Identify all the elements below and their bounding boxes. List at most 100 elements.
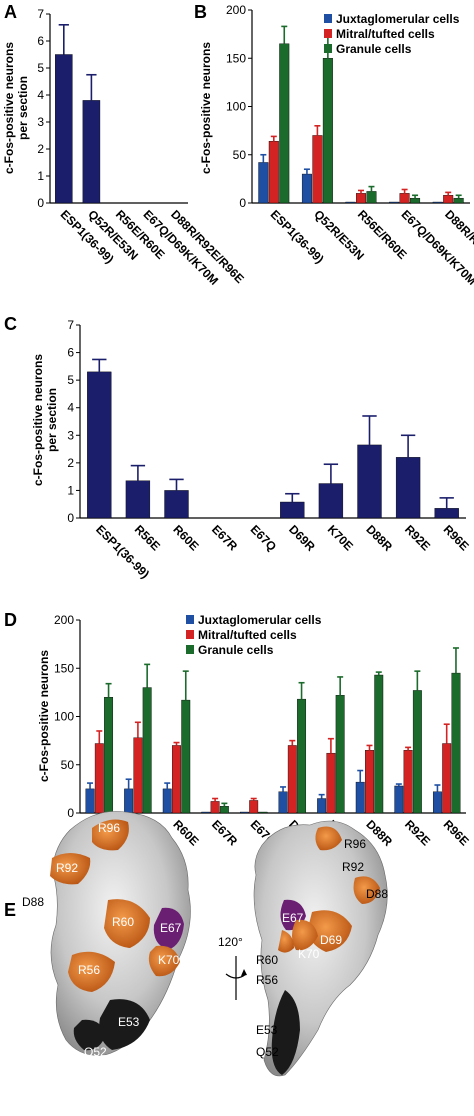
patch-left-r92 [50,853,91,885]
panel-label-e: E [4,900,16,920]
panel-c-y-tick-label: 0 [67,511,74,525]
label-right-r56: R56 [256,973,278,987]
panel-d-legend-swatch [186,645,194,654]
panel-b-y-tick-label: 200 [226,3,246,17]
panel-c-chart: C 0 1 2 3 4 5 6 7 c-Fos-positive neuronsper secti… [4,314,472,581]
panel-b-y-tick-label: 0 [239,196,246,210]
patch-right-r96 [315,826,342,851]
panel-c-bar [280,501,305,519]
panel-b-legend-label: Granule cells [336,42,412,56]
panel-c-bar [318,483,344,519]
panel-d-bar [442,743,452,814]
panel-d-bar [133,737,143,814]
panel-a-y-tick-label: 2 [37,142,44,156]
panel-d-bar [142,687,152,814]
panel-c-bar [395,457,421,519]
patch-left-k70 [148,945,180,977]
label-left-r56: R56 [78,963,100,977]
panel-e-structure: E R96 R92 D88 R60 E67 K70 R56 [4,811,388,1077]
panel-d-legend-label: Mitral/tufted cells [198,628,297,642]
label-right-q52: Q52 [256,1045,279,1059]
patch-right-d88 [353,876,380,904]
panel-a-y-axis-label-line: c-Fos-positive neurons [2,42,16,174]
panel-d-bar [278,791,288,814]
panel-d-bar [335,695,345,814]
panel-b-bar [345,201,356,204]
panel-a-y-tick-label: 7 [37,7,44,21]
patch-left-e67 [153,907,184,950]
panel-a-y-tick-label: 3 [37,115,44,129]
panel-a-bar [82,100,101,204]
panel-c-y-tick-label: 4 [67,401,74,415]
panel-d-bar [355,781,365,814]
panel-b-bar [399,193,410,204]
panel-b-bar [389,201,400,204]
panel-a-y-axis-label: c-Fos-positive neuronsper section [2,42,30,174]
panel-b-y-tick-label: 50 [233,148,247,162]
panel-d-category-label: E67R [209,817,240,848]
panel-d-y-tick-label: 0 [67,806,74,820]
panel-d-y-tick-label: 50 [61,758,75,772]
panel-b-legend-swatch [324,14,332,23]
rotation-marker: 120° [218,935,247,1000]
label-right-k70: K70 [298,947,320,961]
panel-a-y-tick-label: 0 [37,196,44,210]
panel-b-bar [279,43,290,204]
surface-right [253,820,388,1077]
label-left-r92: R92 [56,861,78,875]
label-right-e53: E53 [256,1023,278,1037]
panel-c-y-axis-label: c-Fos-positive neuronsper section [31,354,59,486]
panel-a-y-tick-label: 5 [37,61,44,75]
panel-label-c: C [4,314,17,334]
panel-b-legend-label: Juxtaglomerular cells [336,12,460,26]
panel-c-y-tick-label: 1 [67,483,74,497]
label-right-e67: E67 [282,911,304,925]
panel-d-bar [162,788,172,814]
rotation-arrowhead-icon [241,969,247,976]
panel-d-bar [326,752,336,814]
panel-d-bar [181,699,191,814]
panel-c-category-label: E67R [209,522,240,553]
patch-right-dark [271,990,300,1075]
label-right-r92: R92 [342,860,364,874]
panel-b-legend-swatch [324,44,332,53]
panel-d-bar [239,811,249,814]
panel-a-y-tick-label: 1 [37,169,44,183]
panel-b-y-tick-label: 150 [226,51,246,65]
panel-c-bar [434,508,459,519]
label-right-r60: R60 [256,953,278,967]
panel-d-bar [403,750,413,814]
panel-d-legend-swatch [186,630,194,639]
panel-d-legend-swatch [186,615,194,624]
panel-d-bar [394,785,404,814]
panel-d-category-label: R96E [441,817,472,848]
panel-c-bar [164,490,189,519]
label-left-e53: E53 [118,1015,140,1029]
panel-b-bar [432,201,443,204]
label-left-d88: D88 [22,895,44,909]
panel-a-y-tick-label: 6 [37,34,44,48]
panel-b-bar [322,58,333,204]
panel-d-bar [412,690,422,814]
panel-d-bar [94,743,104,814]
panel-d-bar [249,800,259,814]
panel-c-bar [357,444,382,519]
label-left-q52: Q52 [84,1045,107,1059]
panel-d-bar [432,791,442,814]
patch-right-d69 [308,910,352,952]
panel-c-category-label: R92E [402,522,433,553]
panel-b-bar [312,135,323,204]
panel-d-category-label: R92E [402,817,433,848]
label-right-d88: D88 [366,887,388,901]
panel-d-y-tick-label: 200 [54,613,74,627]
panel-b-bar [453,197,464,204]
panel-c-category-label: E67Q [248,522,280,554]
panel-c-category-label: D69R [286,522,318,554]
panel-d-bar [210,801,220,814]
panel-d-y-axis-label: c-Fos-positive neurons [37,650,51,782]
label-left-e67: E67 [160,921,182,935]
panel-c-y-axis-label-line: c-Fos-positive neurons [31,354,45,486]
